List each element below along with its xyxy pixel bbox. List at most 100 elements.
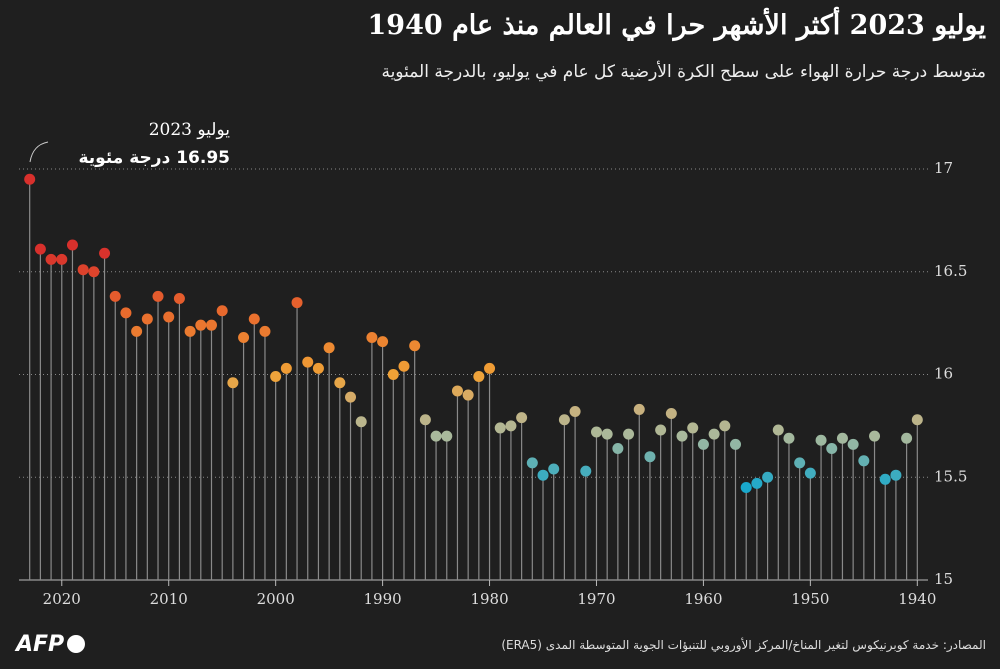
dot [462,389,474,401]
dot [730,438,742,450]
x-tick-label: 2000 [257,590,295,608]
dot [109,290,121,302]
logo-circle [67,635,86,653]
dot [195,319,207,331]
dot [762,471,774,483]
dot [238,332,250,344]
dot [719,420,731,432]
dot [334,377,346,389]
dot [879,473,891,485]
dot [869,430,881,442]
dot [131,325,143,337]
dot [120,307,132,319]
dot [740,482,752,494]
dot [216,305,228,317]
source: المصادر: خدمة كوبرنيكوس لتغير المناخ/الم… [501,638,986,652]
dot [804,467,816,479]
dot [173,292,185,304]
dot [687,422,699,434]
dot [516,412,528,424]
dot [548,463,560,475]
dot [302,356,314,368]
dot [184,325,196,337]
dot [601,428,613,440]
x-tick-label: 2010 [150,590,188,608]
dot [451,385,463,397]
dot [697,438,709,450]
dot [473,371,485,383]
dot [783,432,795,444]
dot [312,362,324,374]
dot [794,457,806,469]
y-tick-label: 15 [934,570,953,588]
dot [227,377,239,389]
dot [494,422,506,434]
dot [66,239,78,251]
logo: AFP [16,632,86,657]
y-tick-label: 16 [934,365,953,383]
x-tick-label: 2020 [43,590,81,608]
dot [644,451,656,463]
dot [569,405,581,417]
dot [847,438,859,450]
dot [77,264,89,276]
dot [323,342,335,354]
y-tick-label: 17 [934,159,953,177]
y-tick-label: 15.5 [934,467,967,485]
dot [772,424,784,436]
dot [826,442,838,454]
dot [633,403,645,415]
dot [248,313,260,325]
dot [141,313,153,325]
dot [366,332,378,344]
dot [815,434,827,446]
dot [163,311,175,323]
dot [345,391,357,403]
dot [88,266,100,278]
dot [259,325,271,337]
dot [890,469,902,481]
dot [205,319,217,331]
dot [623,428,635,440]
dot [590,426,602,438]
x-tick-label: 1950 [791,590,829,608]
dot [612,442,624,454]
dot [484,362,496,374]
dot [387,369,399,380]
dot [409,340,421,352]
annotation: يوليو 2023 [148,120,230,140]
dot [398,360,410,372]
dot [901,432,913,444]
dot [751,477,763,489]
dot [34,243,46,255]
dot [441,430,453,442]
dot [911,414,923,426]
dot [430,430,442,442]
dot [291,297,303,309]
dot [152,290,164,302]
dot [526,457,538,469]
chart-subtitle: متوسط درجة حرارة الهواء على سطح الكرة ال… [381,62,986,82]
dot [419,414,431,426]
dot [377,336,389,348]
x-tick-label: 1970 [577,590,615,608]
dot [558,414,570,426]
dot [665,408,677,420]
x-tick-label: 1940 [898,590,936,608]
dot [655,424,667,436]
dot [280,362,292,374]
dot [580,465,592,477]
chart-title: يوليو 2023 أكثر الأشهر حرا في العالم منذ… [367,10,986,41]
x-tick-label: 1990 [364,590,402,608]
x-tick-label: 1960 [684,590,722,608]
dot [708,428,720,440]
x-tick-label: 1980 [470,590,508,608]
dot [56,253,68,265]
annotation-leader [29,141,49,163]
dot [270,371,282,383]
dot [858,455,870,467]
y-tick-label: 16.5 [934,262,967,280]
dot [537,469,549,481]
